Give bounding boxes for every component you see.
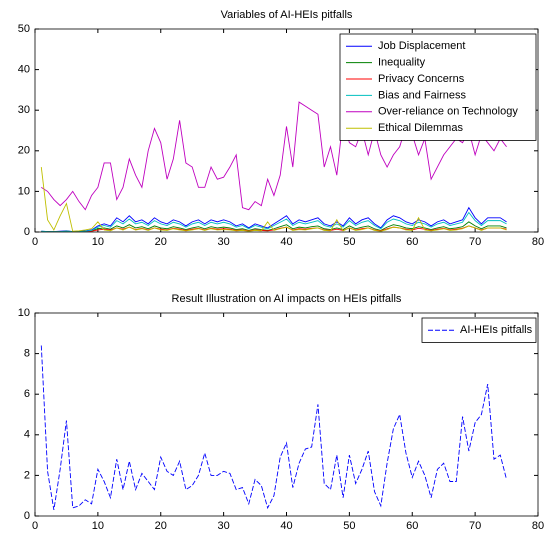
y-tick-label: 20 (18, 145, 30, 157)
series-line (41, 206, 507, 233)
y-tick-label: 8 (24, 348, 30, 360)
x-tick-label: 50 (343, 236, 355, 248)
series-line (41, 211, 507, 233)
y-tick-label: 50 (18, 23, 30, 35)
legend-box (339, 33, 537, 141)
series-line (41, 101, 507, 211)
x-tick-label: 70 (469, 236, 481, 248)
legend-label: Inequality (378, 57, 426, 69)
y-tick-label: 10 (18, 185, 30, 197)
y-tick-label: 2 (24, 469, 30, 481)
x-tick-label: 30 (218, 236, 230, 248)
legend-label: Privacy Concerns (378, 73, 465, 85)
legend-label: Job Displacement (378, 40, 465, 52)
series-line (41, 221, 507, 233)
x-tick-label: 70 (469, 520, 481, 532)
legend-label: Over-reliance on Technology (378, 106, 518, 118)
legend-label: AI-HEIs pitfalls (460, 324, 533, 336)
legend-box (421, 317, 537, 343)
x-tick-label: 60 (406, 236, 418, 248)
plot-area (35, 313, 538, 516)
x-tick-label: 30 (218, 520, 230, 532)
x-tick-label: 20 (155, 520, 167, 532)
x-tick-label: 0 (32, 236, 38, 248)
chart-title: Result Illustration on AI impacts on HEI… (172, 293, 402, 305)
chart-title: Variables of AI-HEIs pitfalls (221, 9, 353, 21)
y-tick-label: 4 (24, 429, 30, 441)
x-tick-label: 60 (406, 520, 418, 532)
axes-frame (34, 28, 539, 233)
x-tick-label: 50 (343, 520, 355, 532)
x-tick-label: 80 (532, 236, 544, 248)
series-line (40, 166, 507, 232)
y-tick-label: 10 (18, 307, 30, 319)
y-tick-label: 0 (24, 510, 30, 522)
legend-label: Ethical Dilemmas (378, 122, 463, 134)
x-tick-label: 20 (155, 236, 167, 248)
x-tick-label: 80 (532, 520, 544, 532)
y-tick-label: 40 (18, 64, 30, 76)
x-tick-label: 10 (92, 236, 104, 248)
y-tick-label: 30 (18, 104, 30, 116)
axes-frame (34, 312, 539, 517)
y-tick-label: 6 (24, 388, 30, 400)
x-tick-label: 10 (92, 520, 104, 532)
x-tick-label: 40 (280, 236, 292, 248)
series-line (40, 345, 507, 510)
x-tick-label: 0 (32, 520, 38, 532)
legend-label: Bias and Fairness (378, 89, 467, 101)
x-tick-label: 40 (280, 520, 292, 532)
y-tick-label: 0 (24, 226, 30, 238)
